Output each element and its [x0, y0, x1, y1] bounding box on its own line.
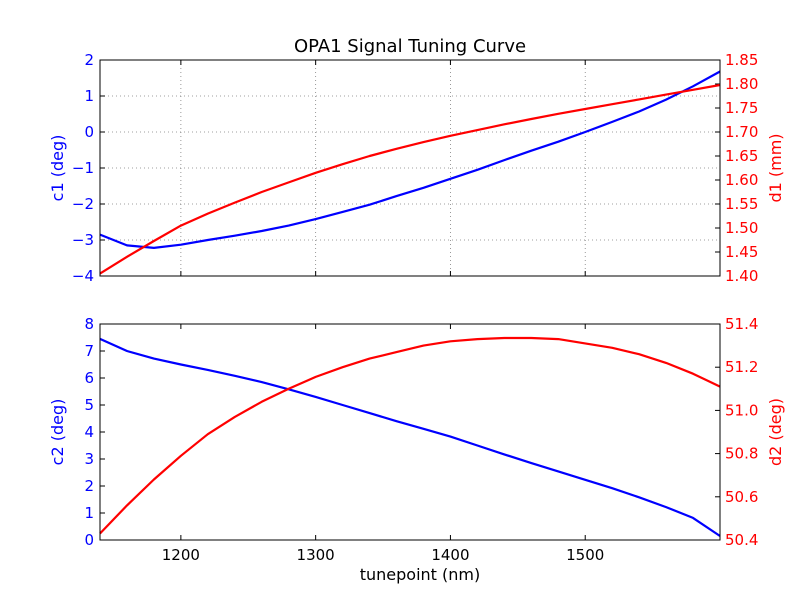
right-tick-label: 1.40	[725, 267, 758, 285]
left-tick-label: −4	[72, 267, 94, 285]
right-tick-label: 51.4	[725, 315, 758, 333]
right-tick-label: 1.65	[725, 147, 758, 165]
left-tick-label: −1	[72, 159, 94, 177]
x-tick-label: 1400	[431, 546, 469, 564]
right-tick-label: 51.0	[725, 401, 758, 419]
x-tick-label: 1300	[297, 546, 335, 564]
left-tick-label: 8	[84, 315, 94, 333]
right-tick-label: 51.2	[725, 358, 758, 376]
chart-title: OPA1 Signal Tuning Curve	[294, 36, 526, 57]
chart-panels: −4 −3 −2 −1 0 1 2 1.40 1.45 1.50 1.55 1.60 1.65 1.70 1…	[48, 51, 785, 584]
right-tick-label: 1.70	[725, 123, 758, 141]
left-tick-label: 6	[84, 369, 94, 387]
left-tick-label: 4	[84, 423, 94, 441]
left-tick-label: 1	[84, 504, 94, 522]
right-tick-label: 1.80	[725, 75, 758, 93]
left-tick-label: 0	[84, 123, 94, 141]
left-tick-label: −2	[72, 195, 94, 213]
right-tick-label: 50.6	[725, 488, 758, 506]
right-tick-label: 50.4	[725, 531, 758, 549]
right-tick-label: 50.8	[725, 445, 758, 463]
panel-1: −4 −3 −2 −1 0 1 2 1.40 1.45 1.50 1.55 1.60 1.65 1.70 1…	[48, 51, 785, 285]
plot-frame	[99, 59, 721, 277]
left-tick-label: 3	[84, 450, 94, 468]
left-tick-label: 5	[84, 396, 94, 414]
plot-frame	[99, 323, 721, 541]
panel-2: 1200 1300 1400 1500 0 1 2 3 4 5 6 7 8 50.4 50.6 50.8 51.…	[48, 315, 785, 584]
x-tick-label: 1200	[162, 546, 200, 564]
series-line-left-2	[99, 337, 721, 537]
left-tick-label: 1	[84, 87, 94, 105]
right-tick-label: 1.75	[725, 99, 758, 117]
left-tick-label: 7	[84, 342, 94, 360]
right-axis-title: d2 (deg)	[766, 398, 785, 466]
right-tick-label: 1.45	[725, 243, 758, 261]
right-axis-title: d1 (mm)	[766, 133, 785, 202]
left-tick-label: 0	[84, 531, 94, 549]
x-axis-title: tunepoint (nm)	[360, 565, 481, 584]
series-line-left-1	[99, 70, 721, 249]
right-tick-label: 1.85	[725, 51, 758, 69]
left-tick-label: 2	[84, 51, 94, 69]
left-axis-title: c1 (deg)	[48, 135, 67, 202]
left-tick-label: 2	[84, 477, 94, 495]
right-tick-label: 1.50	[725, 219, 758, 237]
right-tick-label: 1.60	[725, 171, 758, 189]
series-line-right-1	[99, 83, 721, 275]
left-tick-label: −3	[72, 231, 94, 249]
series-line-right-2	[99, 336, 721, 535]
x-tick-label: 1500	[566, 546, 604, 564]
right-tick-label: 1.55	[725, 195, 758, 213]
left-axis-title: c2 (deg)	[48, 399, 67, 466]
